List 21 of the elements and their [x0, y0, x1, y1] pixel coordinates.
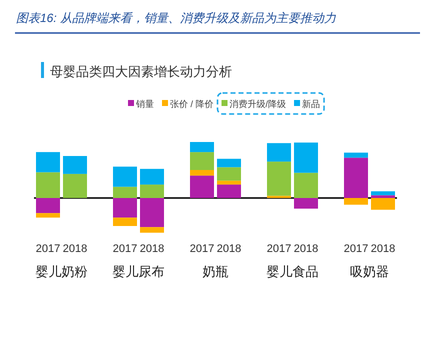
- text: 奶瓶: [202, 264, 228, 279]
- x-tick-label: 2018: [216, 243, 242, 255]
- legend-label: 张价 / 降价: [170, 99, 214, 109]
- x-tick-label: 2018: [294, 243, 318, 255]
- x-tick-label: 2017: [344, 243, 368, 255]
- x-tick-label: 2017: [112, 243, 138, 255]
- legend-label: 消费升级/降级: [230, 99, 286, 109]
- x-tick-label: 2017: [36, 243, 60, 255]
- chart-subtitle: 母婴品类四大因素增长动力分析: [50, 64, 232, 79]
- text: 吸奶器: [350, 264, 389, 279]
- x-tick-label: 2018: [62, 243, 88, 255]
- x-tick-label: 2017: [266, 243, 292, 255]
- text: 婴儿尿布: [112, 264, 164, 279]
- legend-label: 新品: [302, 99, 320, 109]
- x-tick-label: 2017: [190, 243, 214, 255]
- chart-title: 图表16: 从品牌端来看，销量、消费升级及新品为主要推动力: [16, 11, 336, 25]
- x-tick-label: 2018: [370, 243, 396, 255]
- text: 婴儿奶粉: [36, 264, 88, 279]
- x-tick-label: 2018: [140, 243, 164, 255]
- text: 婴儿食品: [266, 264, 318, 279]
- legend-label: 销量: [135, 99, 154, 109]
